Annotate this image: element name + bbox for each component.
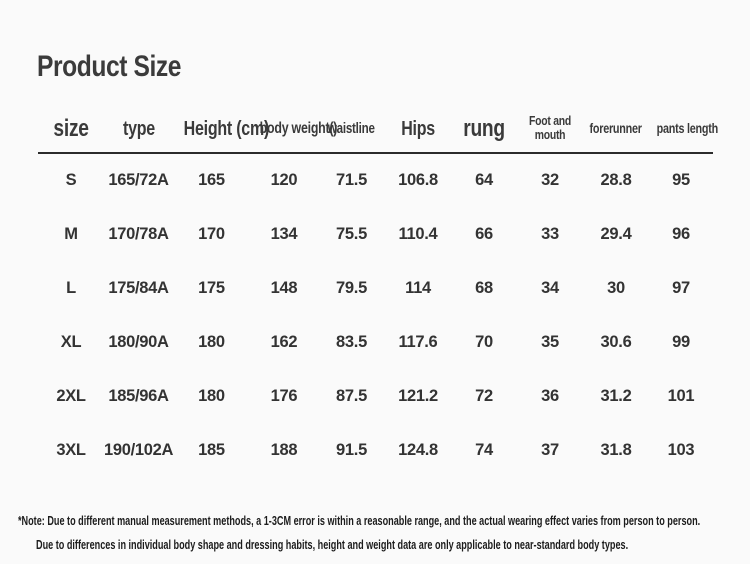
cell-size: L — [66, 278, 76, 297]
table-row-3xl: 3XL 190/102A 185 188 91.5 124.8 74 37 31… — [38, 423, 713, 477]
cell-pants-length: 103 — [667, 440, 695, 459]
cell-height: 165 — [198, 171, 225, 189]
cell-foot-and-mouth: 33 — [541, 224, 559, 243]
cell-body-weight: 162 — [270, 332, 298, 351]
cell-pants-length: 96 — [672, 224, 690, 243]
cell-size: 3XL — [56, 440, 86, 459]
cell-type: 190/102A — [104, 440, 174, 459]
cell-rung: 64 — [475, 171, 493, 189]
cell-body-weight: 134 — [270, 224, 298, 243]
column-header-foot-and-mouth: Foot and mouth — [517, 106, 583, 154]
cell-height: 170 — [198, 224, 225, 243]
cell-hips: 110.4 — [398, 224, 438, 243]
cell-rung: 68 — [475, 278, 493, 297]
cell-foot-and-mouth: 32 — [541, 171, 559, 189]
cell-forerunner: 31.8 — [600, 440, 632, 459]
cell-waistline: 91.5 — [336, 440, 367, 459]
cell-forerunner: 28.8 — [600, 171, 632, 189]
cell-foot-and-mouth: 36 — [541, 386, 559, 405]
cell-type: 170/78A — [108, 224, 169, 243]
table-header-row: size type Height (cm) body weight() wais… — [38, 106, 718, 154]
column-header-waistline: waistline — [318, 106, 385, 154]
cell-hips: 117.6 — [398, 332, 438, 351]
cell-waistline: 71.5 — [336, 171, 367, 189]
cell-height: 185 — [198, 440, 225, 459]
cell-foot-and-mouth: 37 — [541, 440, 559, 459]
footer-notes: *Note: Due to different manual measureme… — [0, 509, 750, 557]
cell-type: 180/90A — [108, 332, 169, 351]
column-header-pants-length: pants length — [649, 106, 718, 154]
cell-waistline: 87.5 — [336, 386, 367, 405]
cell-body-weight: 188 — [270, 440, 298, 459]
column-header-type: type — [104, 106, 173, 154]
cell-height: 180 — [198, 386, 225, 405]
column-header-body-weight: body weight() — [250, 106, 337, 154]
cell-height: 175 — [198, 278, 225, 297]
cell-size: XL — [60, 332, 82, 351]
column-header-size: size — [38, 106, 104, 154]
cell-hips: 124.8 — [398, 440, 438, 459]
cell-foot-and-mouth: 35 — [541, 332, 559, 351]
cell-rung: 74 — [475, 440, 493, 459]
cell-forerunner: 31.2 — [600, 386, 632, 405]
note-line-1: *Note: Due to different manual measureme… — [18, 513, 701, 528]
cell-forerunner: 30.6 — [600, 332, 632, 351]
column-header-forerunner: forerunner — [583, 106, 649, 154]
cell-size: M — [64, 224, 78, 243]
cell-waistline: 75.5 — [336, 224, 367, 243]
size-table: size type Height (cm) body weight() wais… — [38, 106, 718, 477]
page-title: Product Size — [37, 50, 182, 83]
cell-body-weight: 176 — [270, 386, 298, 405]
cell-pants-length: 99 — [672, 332, 690, 351]
cell-type: 185/96A — [108, 386, 169, 405]
column-header-height: Height (cm) — [173, 106, 269, 154]
cell-type: 165/72A — [108, 171, 169, 189]
table-row-s: S 165/72A 165 120 71.5 106.8 64 32 28.8 … — [38, 153, 713, 207]
cell-pants-length: 101 — [667, 386, 695, 405]
cell-body-weight: 120 — [270, 171, 298, 189]
cell-forerunner: 29.4 — [600, 224, 632, 243]
cell-hips: 121.2 — [398, 386, 438, 405]
cell-hips: 114 — [405, 278, 431, 297]
cell-rung: 72 — [475, 386, 493, 405]
column-header-hips: Hips — [385, 106, 451, 154]
note-line-2: Due to differences in individual body sh… — [36, 537, 629, 552]
column-header-rung: rung — [451, 106, 517, 154]
cell-body-weight: 148 — [270, 278, 298, 297]
cell-size: S — [65, 171, 77, 189]
cell-pants-length: 95 — [672, 171, 690, 189]
cell-size: 2XL — [56, 386, 86, 405]
cell-height: 180 — [198, 332, 225, 351]
cell-pants-length: 97 — [672, 278, 690, 297]
cell-rung: 70 — [475, 332, 493, 351]
cell-forerunner: 30 — [607, 278, 625, 297]
cell-waistline: 83.5 — [336, 332, 367, 351]
table-row-l: L 175/84A 175 148 79.5 114 68 34 30 97 — [38, 261, 713, 315]
cell-foot-and-mouth: 34 — [541, 278, 559, 297]
cell-type: 175/84A — [108, 278, 169, 297]
table-row-2xl: 2XL 185/96A 180 176 87.5 121.2 72 36 31.… — [38, 369, 713, 423]
cell-hips: 106.8 — [398, 171, 438, 189]
table-row-xl: XL 180/90A 180 162 83.5 117.6 70 35 30.6… — [38, 315, 713, 369]
table-row-m: M 170/78A 170 134 75.5 110.4 66 33 29.4 … — [38, 207, 713, 261]
cell-waistline: 79.5 — [336, 278, 367, 297]
cell-rung: 66 — [475, 224, 493, 243]
